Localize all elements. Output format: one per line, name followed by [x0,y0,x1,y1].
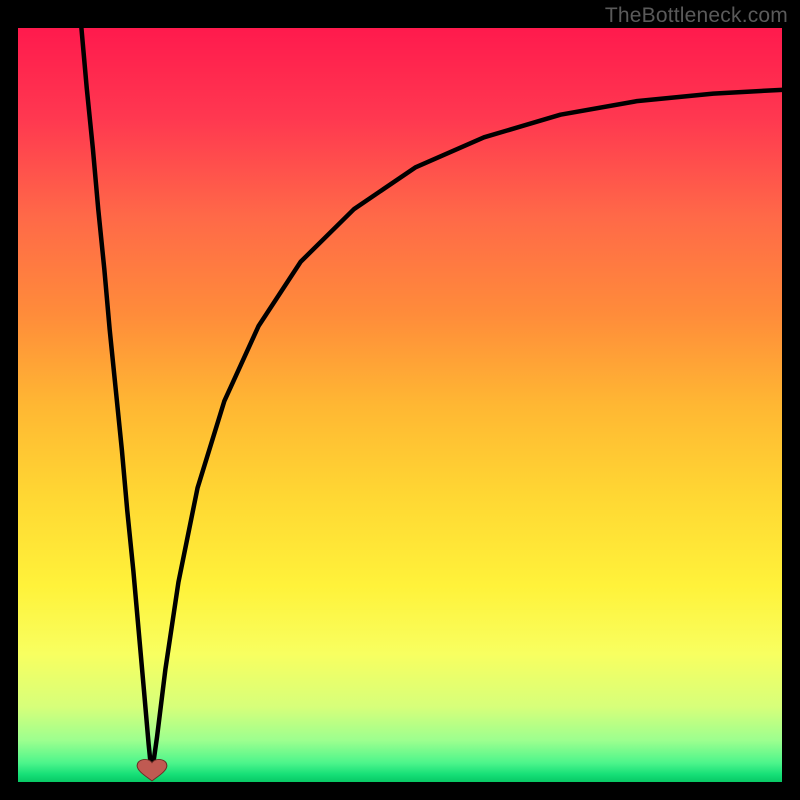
watermark-text: TheBottleneck.com [605,4,788,28]
heart-icon [137,759,167,781]
apex-marker-heart [135,757,169,782]
curve-svg [18,28,782,782]
plot-area [18,28,782,782]
bottleneck-curve [81,28,782,774]
